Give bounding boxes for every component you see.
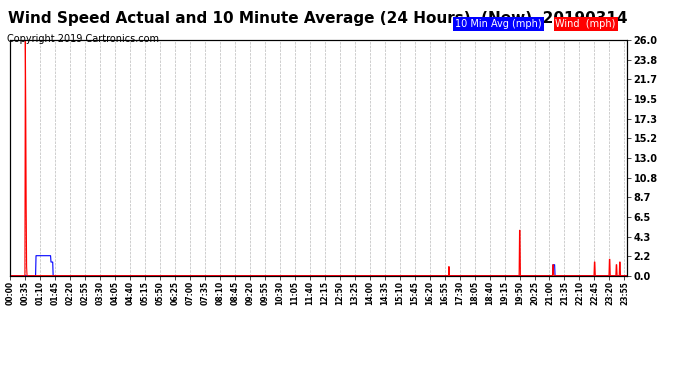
Text: Copyright 2019 Cartronics.com: Copyright 2019 Cartronics.com — [7, 34, 159, 44]
Text: Wind Speed Actual and 10 Minute Average (24 Hours)  (New)  20190314: Wind Speed Actual and 10 Minute Average … — [8, 11, 627, 26]
Text: 10 Min Avg (mph): 10 Min Avg (mph) — [455, 20, 542, 29]
Text: Wind  (mph): Wind (mph) — [555, 20, 616, 29]
